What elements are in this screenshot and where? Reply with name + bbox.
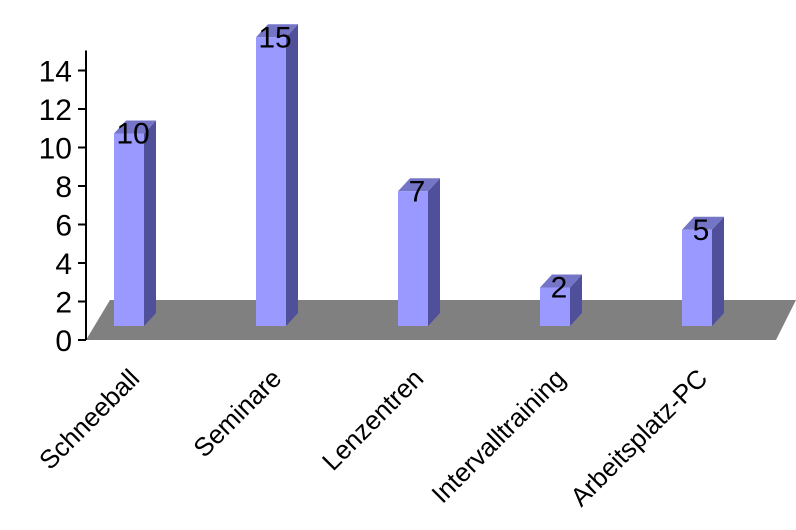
bar-top xyxy=(114,120,156,134)
bar-top xyxy=(398,178,440,192)
data-label: 10 xyxy=(116,118,149,151)
bar-front xyxy=(682,229,712,326)
data-label: 2 xyxy=(551,272,568,305)
category-label: Schneeball xyxy=(33,363,145,475)
bar-arbeitsplatz-pc xyxy=(682,216,724,326)
y-tick-label: 14 xyxy=(39,56,72,89)
bar-top xyxy=(256,24,298,38)
bar-schneeball xyxy=(114,120,156,326)
bar-side xyxy=(286,24,298,326)
y-tick-label: 2 xyxy=(55,287,72,320)
category-label: Seminare xyxy=(187,363,287,463)
y-tick-label: 6 xyxy=(55,210,72,243)
bar-front xyxy=(256,37,286,326)
bar-lenzentren xyxy=(398,178,440,326)
bar-side xyxy=(144,120,156,326)
bar-top xyxy=(682,216,724,230)
bar-top xyxy=(540,274,582,288)
y-tick-label: 4 xyxy=(55,248,72,281)
bar-intervalltraining xyxy=(540,274,582,326)
y-tick-label: 0 xyxy=(55,325,72,358)
bar-front xyxy=(114,133,144,326)
y-tick-label: 12 xyxy=(39,94,72,127)
y-tick-label: 8 xyxy=(55,171,72,204)
bar-front xyxy=(540,287,570,326)
bar-side xyxy=(428,178,440,326)
data-label: 5 xyxy=(693,214,710,247)
y-tick-label: 10 xyxy=(39,133,72,166)
bar-seminare xyxy=(256,24,298,326)
category-label: Lenzentren xyxy=(316,363,429,476)
data-label: 15 xyxy=(258,21,291,54)
bar-side xyxy=(712,216,724,326)
category-label: Arbeitsplatz-PC xyxy=(564,363,713,512)
data-label: 7 xyxy=(409,175,426,208)
category-label: Intervalltraining xyxy=(425,363,571,509)
bar-front xyxy=(398,191,428,326)
bar-side xyxy=(570,274,582,326)
